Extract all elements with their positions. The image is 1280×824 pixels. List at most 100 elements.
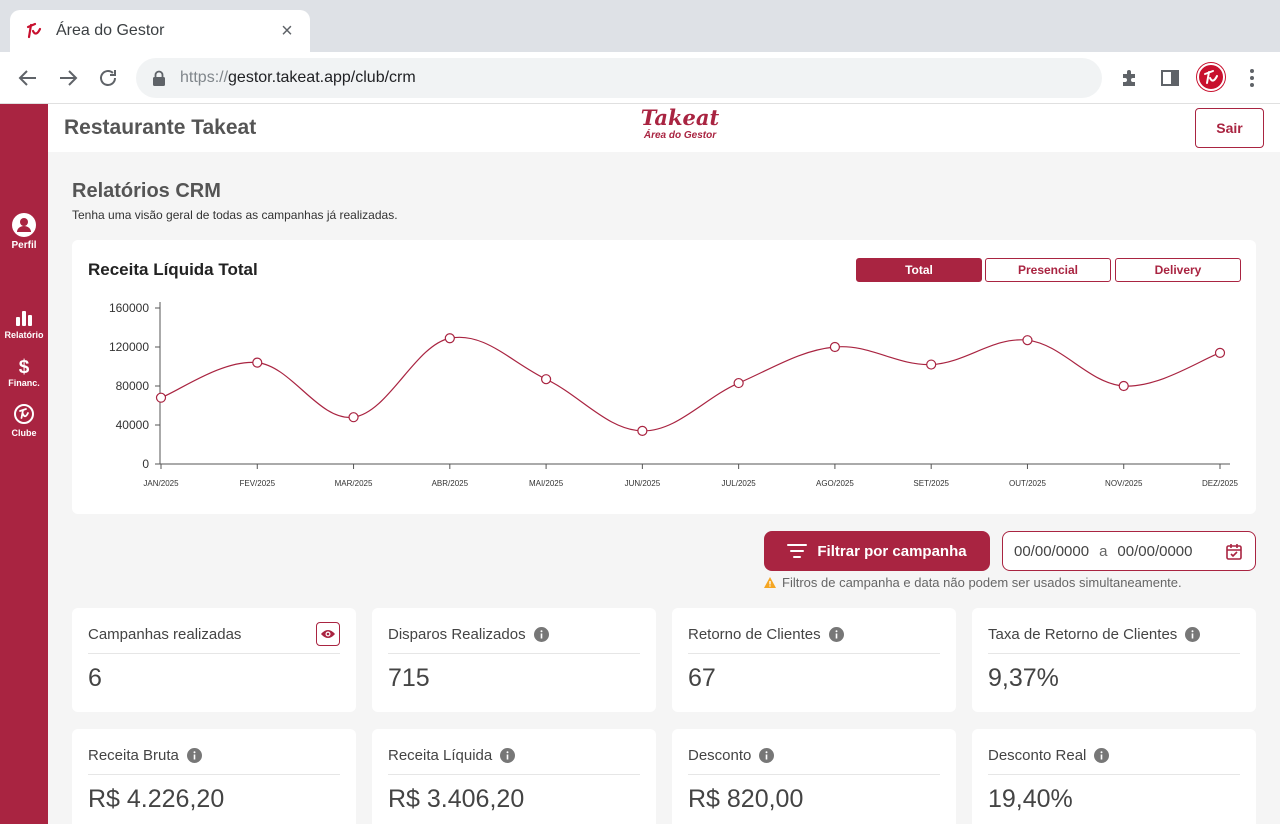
filter-warning: Filtros de campanha e data não podem ser…	[764, 575, 1182, 590]
kpi-value: 19,40%	[988, 785, 1073, 813]
kpi-card-retorno: Retorno de Clientes 67	[672, 608, 956, 712]
data-point	[926, 359, 937, 370]
kpi-label: Receita Bruta	[88, 747, 179, 764]
x-tick-label: NOV/2025	[1105, 479, 1143, 488]
y-tick-label: 0	[142, 457, 149, 471]
tab-title: Área do Gestor	[56, 22, 165, 39]
sidebar-item-label: Financ.	[8, 378, 40, 388]
kpi-value: 9,37%	[988, 664, 1059, 692]
divider	[88, 774, 340, 775]
divider	[988, 653, 1240, 654]
filter-by-campaign-button[interactable]: Filtrar por campanha	[764, 531, 990, 571]
takeat-avatar-icon	[1204, 70, 1218, 84]
y-tick-label: 120000	[109, 340, 149, 354]
filter-icon	[787, 544, 808, 558]
kpi-card-disparos: Disparos Realizados 715	[372, 608, 656, 712]
x-tick-label: FEV/2025	[239, 479, 275, 488]
kpi-label: Disparos Realizados	[388, 626, 526, 643]
reload-icon[interactable]	[96, 66, 120, 90]
club-icon	[14, 404, 34, 424]
data-point	[637, 425, 648, 436]
main-content: Relatórios CRM Tenha uma visão geral de …	[48, 152, 1280, 824]
info-icon[interactable]	[186, 748, 202, 763]
data-point	[252, 357, 263, 368]
kpi-value: R$ 3.406,20	[388, 785, 525, 813]
info-icon[interactable]	[533, 627, 549, 642]
close-tab-icon[interactable]: ×	[281, 20, 293, 42]
segment-presencial-button[interactable]: Presencial	[985, 258, 1111, 282]
sidebar-item-label: Relatório	[4, 330, 44, 340]
kpi-value: 6	[88, 664, 102, 692]
back-arrow-icon[interactable]	[16, 66, 40, 90]
sidebar: Perfil Relatório $ Financ. Clube	[0, 104, 48, 824]
kpi-card-desconto-real: Desconto Real 19,40%	[972, 729, 1256, 824]
browser-menu-kebab-icon[interactable]	[1240, 66, 1264, 90]
x-tick-label: JAN/2025	[143, 479, 179, 488]
profile-avatar[interactable]	[1197, 63, 1225, 91]
app-page: Perfil Relatório $ Financ. Clube Restaur…	[0, 104, 1280, 824]
divider	[388, 774, 640, 775]
x-tick-label: ABR/2025	[432, 479, 469, 488]
divider	[688, 774, 940, 775]
revenue-chart-card: Receita Líquida Total Total Presencial D…	[72, 240, 1256, 514]
page-subtitle: Tenha uma visão geral de todas as campan…	[72, 208, 398, 222]
chart-title: Receita Líquida Total	[88, 260, 258, 279]
kpi-value: R$ 4.226,20	[88, 785, 225, 813]
page-title: Relatórios CRM	[72, 180, 221, 202]
y-tick-label: 80000	[116, 379, 150, 393]
sidebar-item-clube[interactable]: Clube	[0, 402, 48, 438]
sidebar-item-relatorio[interactable]: Relatório	[0, 308, 48, 340]
info-icon[interactable]	[1185, 627, 1201, 642]
info-icon[interactable]	[828, 627, 844, 642]
takeat-logo: Takeat Área do Gestor	[640, 105, 720, 142]
data-point	[1214, 347, 1226, 358]
sidebar-item-label: Perfil	[11, 240, 37, 251]
sidebar-item-financ[interactable]: $ Financ.	[0, 356, 48, 388]
browser-tab-strip: Área do Gestor ×	[0, 0, 1280, 52]
logout-button[interactable]: Sair	[1195, 108, 1264, 148]
revenue-line-chart: 0 40000 80000 120000 160000 JAN/2025 FEV/2025 M…	[109, 301, 1239, 488]
series-line	[160, 336, 1221, 432]
x-tick-label: JUL/2025	[722, 479, 757, 488]
data-point	[1022, 335, 1033, 346]
segment-delivery-button[interactable]: Delivery	[1115, 258, 1241, 282]
bar-chart-icon	[16, 311, 32, 326]
browser-toolbar: https://gestor.takeat.app/club/crm	[0, 52, 1280, 104]
info-icon[interactable]	[1094, 748, 1110, 763]
info-icon[interactable]	[500, 748, 516, 763]
extensions-puzzle-icon[interactable]	[1118, 66, 1142, 90]
y-tick-label: 40000	[116, 418, 150, 432]
data-point	[155, 392, 167, 403]
svg-text:$: $	[19, 357, 30, 376]
side-panel-icon[interactable]	[1158, 66, 1182, 90]
kpi-card-campanhas: Campanhas realizadas 6	[72, 608, 356, 712]
kpi-label: Desconto Real	[988, 747, 1087, 764]
eye-icon[interactable]	[316, 622, 340, 646]
x-tick-label: AGO/2025	[816, 479, 854, 488]
kpi-label: Retorno de Clientes	[688, 626, 821, 643]
address-bar[interactable]: https://gestor.takeat.app/club/crm	[136, 58, 1102, 98]
divider	[988, 774, 1240, 775]
lock-icon	[153, 70, 165, 86]
forward-arrow-icon[interactable]	[56, 66, 80, 90]
data-point	[733, 377, 744, 389]
user-icon	[12, 213, 36, 237]
x-tick-label: JUN/2025	[625, 479, 661, 488]
sidebar-item-perfil[interactable]: Perfil	[0, 212, 48, 251]
x-tick-label: SET/2025	[913, 479, 949, 488]
data-point	[348, 412, 359, 423]
data-point	[829, 341, 841, 353]
data-point	[1118, 380, 1129, 392]
warning-icon	[764, 577, 776, 588]
kpi-value: 67	[688, 664, 716, 692]
date-range-input[interactable]: 00/00/0000 a 00/00/0000	[1002, 531, 1256, 571]
date-from[interactable]: 00/00/0000	[1014, 542, 1090, 560]
info-icon[interactable]	[759, 748, 775, 763]
calendar-icon[interactable]	[1225, 543, 1243, 561]
x-tick-label: MAR/2025	[335, 479, 373, 488]
date-to[interactable]: 00/00/0000	[1117, 542, 1193, 560]
segment-total-button[interactable]: Total	[856, 258, 982, 282]
kpi-value: 715	[388, 664, 430, 692]
browser-tab[interactable]: Área do Gestor ×	[10, 10, 310, 52]
kpi-card-receita-liquida: Receita Líquida R$ 3.406,20	[372, 729, 656, 824]
